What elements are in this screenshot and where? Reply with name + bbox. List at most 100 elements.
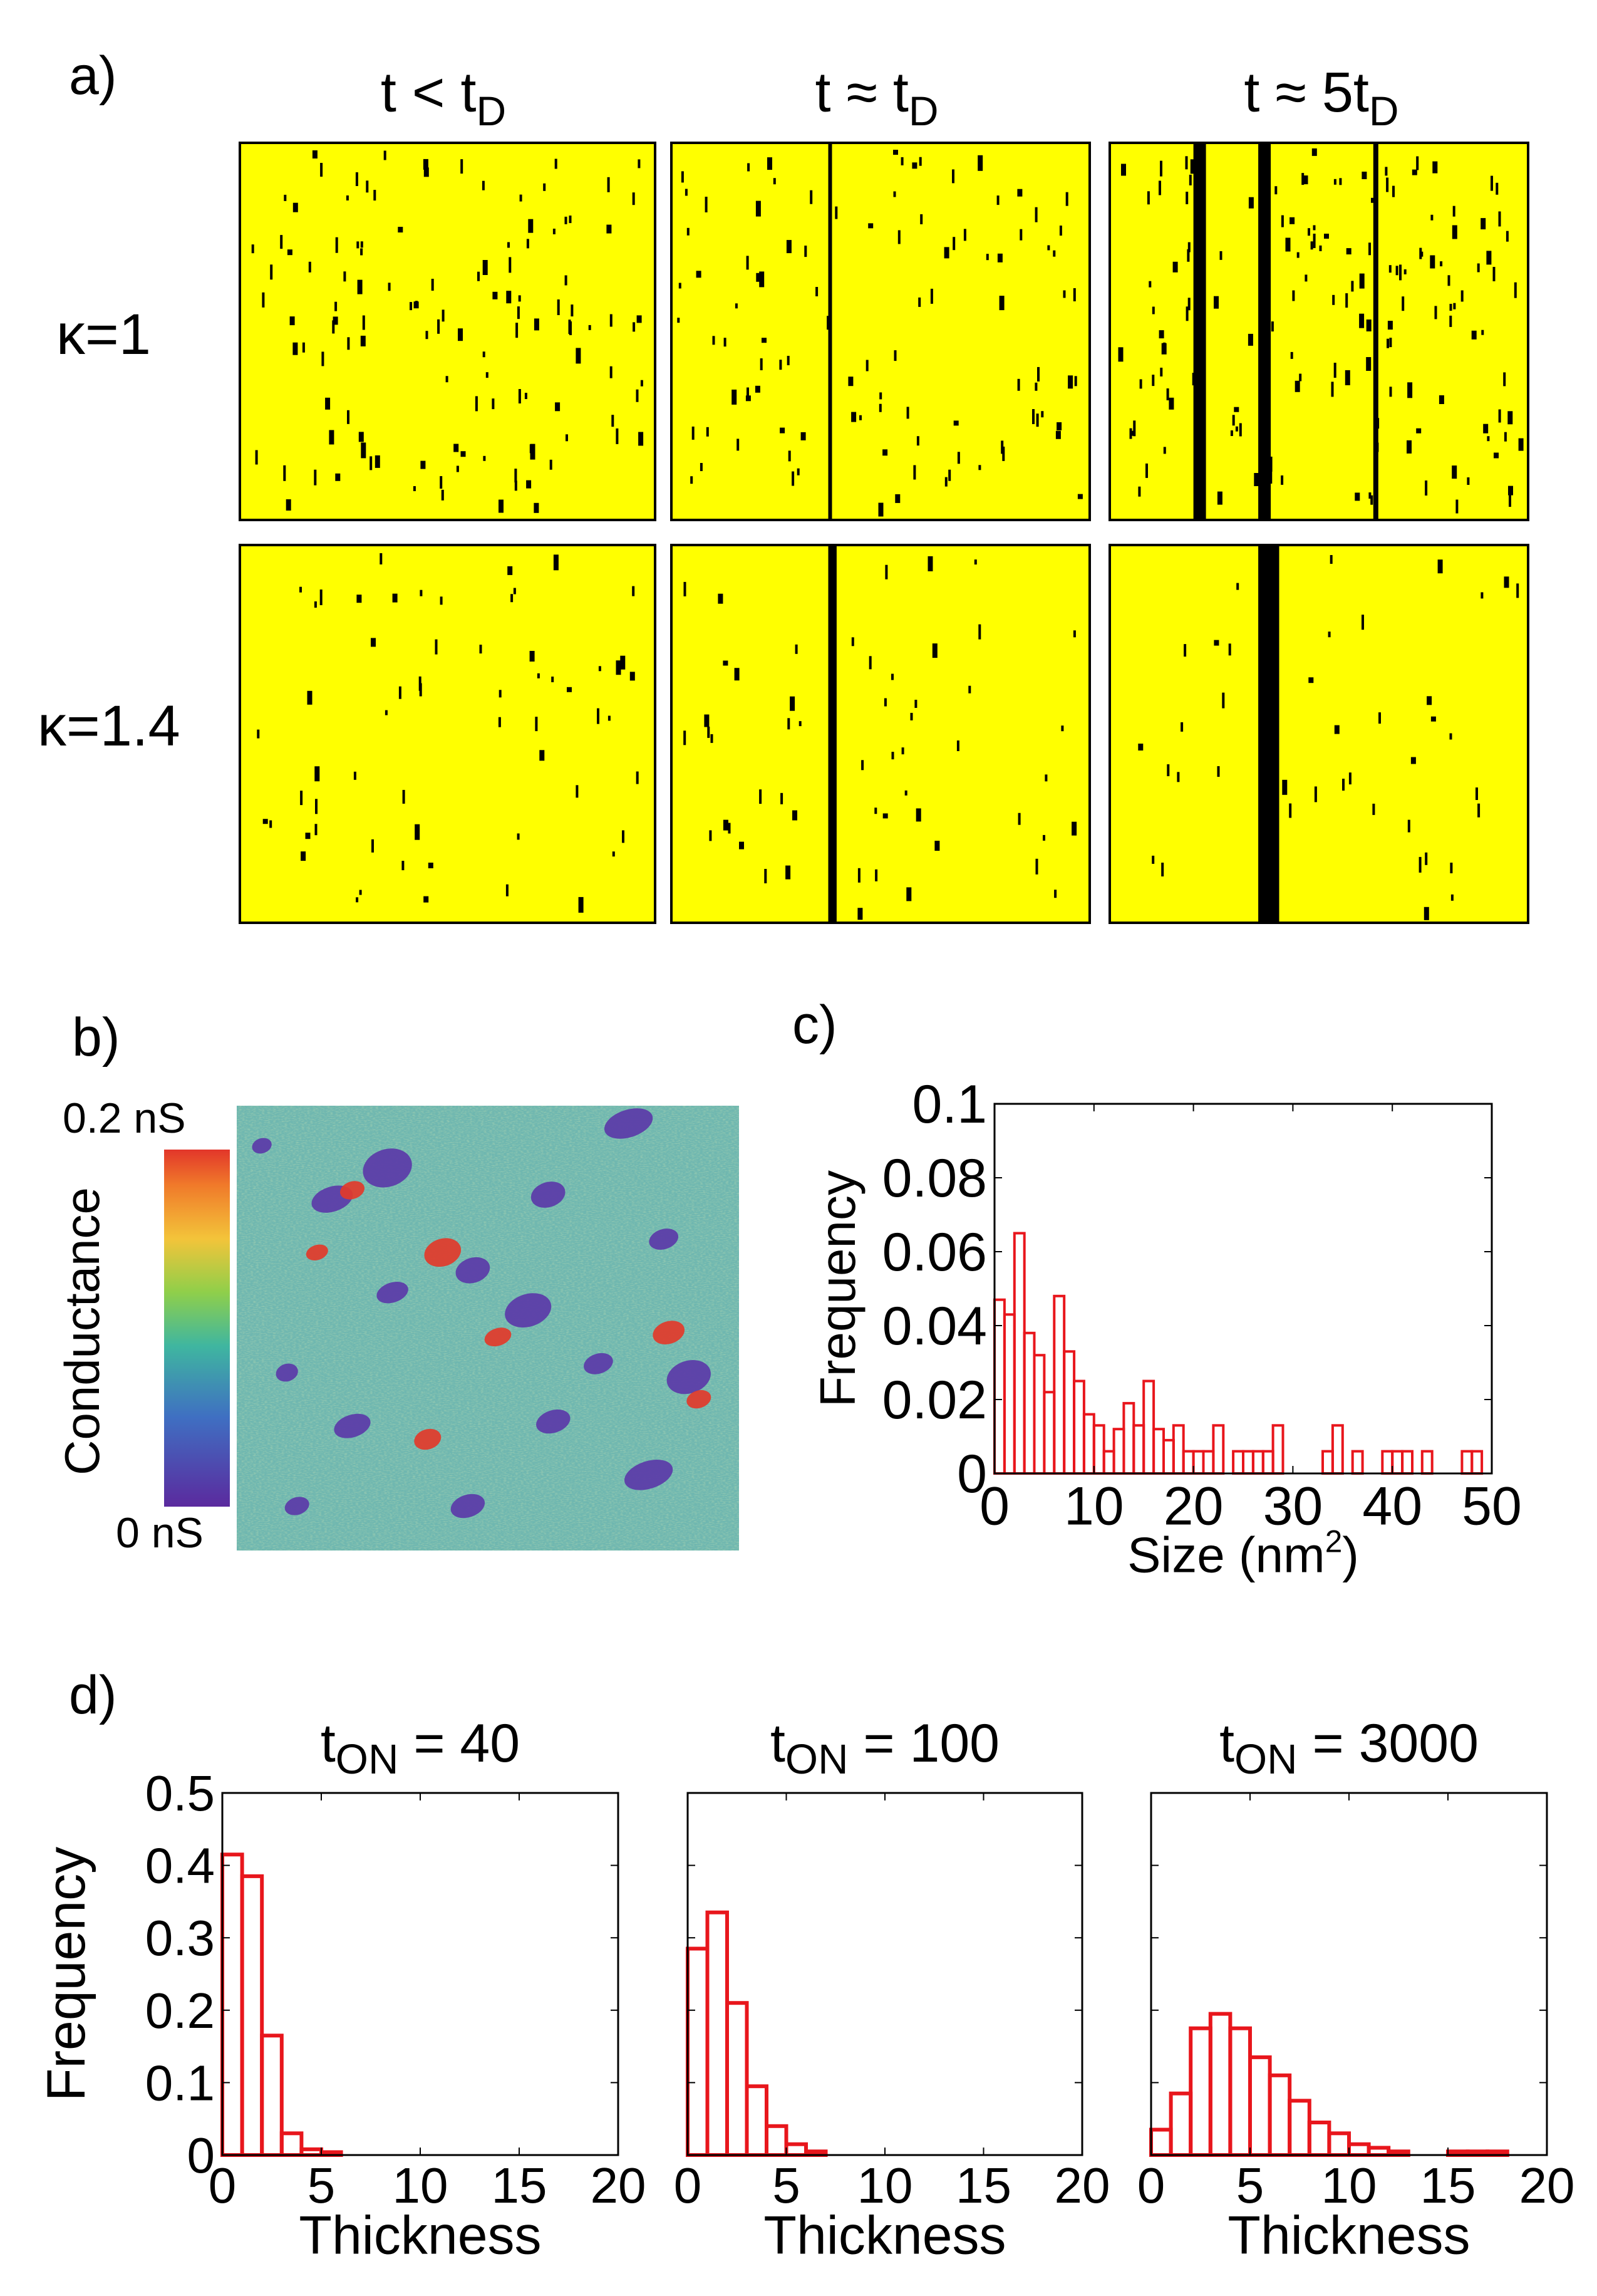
lattice-defect <box>1385 167 1388 176</box>
colorbar-max-label: 0.2 nS <box>63 1094 186 1142</box>
lattice-defect <box>1017 378 1020 391</box>
y-tick-label: 0.1 <box>912 1074 987 1135</box>
lattice-defect <box>1065 192 1068 206</box>
lattice-defect <box>779 360 782 370</box>
lattice-defect <box>795 644 798 654</box>
lattice-defect <box>934 841 940 851</box>
lattice-defect <box>1427 696 1432 705</box>
histogram-bar <box>1307 2121 1331 2157</box>
lattice-defect <box>1254 473 1259 486</box>
lattice-defect <box>683 730 686 745</box>
lattice-defect <box>616 428 619 444</box>
conductance-blob <box>584 1353 613 1374</box>
lattice-defect <box>420 590 423 596</box>
lattice-defect <box>1331 382 1334 397</box>
lattice-defect <box>1378 712 1381 724</box>
lattice-defect <box>1514 282 1517 298</box>
conductance-map-blobs <box>252 1108 711 1519</box>
histogram-bar <box>1023 1331 1036 1475</box>
lattice-defect <box>514 480 517 491</box>
lattice-defect <box>1187 249 1190 262</box>
conductance-map <box>237 1106 739 1551</box>
x-axis-label-main: Thickness <box>763 2206 1006 2266</box>
lattice-defect <box>859 415 862 420</box>
lattice-defect <box>1017 189 1023 197</box>
histogram-bar <box>1149 2127 1173 2157</box>
x-tick-label: 20 <box>1519 2158 1575 2213</box>
lattice-defect <box>678 283 681 289</box>
lattice-defect <box>1430 255 1435 269</box>
conductance-blob <box>484 1327 512 1347</box>
lattice-defect <box>709 830 712 841</box>
lattice-panel <box>239 142 656 521</box>
lattice-defect <box>401 861 405 871</box>
lattice-defect <box>360 241 363 248</box>
lattice-defect <box>764 869 767 883</box>
chart-title-sub: ON <box>785 1736 849 1783</box>
conductance-blob <box>414 1428 442 1450</box>
conductance-blob <box>363 1148 412 1188</box>
histogram-bar <box>260 2034 284 2158</box>
lattice-defect <box>755 385 760 393</box>
lattice-defect <box>1481 330 1484 335</box>
lattice-defect <box>891 673 894 680</box>
lattice-defect <box>1366 319 1372 331</box>
lattice-defect <box>932 643 938 658</box>
lattice-defect <box>1477 803 1481 818</box>
lattice-defect <box>524 393 527 399</box>
x-tick-label: 0 <box>209 2158 237 2213</box>
lattice-defect <box>1138 744 1144 751</box>
lattice-defect <box>492 291 498 299</box>
lattice-defect <box>380 553 383 564</box>
lattice-defect <box>1481 218 1486 230</box>
conductance-blob <box>455 1257 490 1284</box>
lattice-defect <box>1152 375 1155 387</box>
lattice-defect <box>498 717 501 727</box>
lattice-defect <box>1330 555 1333 564</box>
lattice-defect <box>735 303 738 309</box>
lattice-defect-band <box>828 545 837 923</box>
lattice-defect <box>1399 264 1402 281</box>
lattice-defect <box>1181 722 1184 732</box>
lattice-defect-band <box>1258 143 1271 520</box>
conductance-blob <box>686 1390 711 1409</box>
lattice-defect <box>1455 499 1459 514</box>
x-tick-label: 15 <box>956 2158 1011 2213</box>
lattice-defect <box>1496 182 1499 195</box>
lattice-defect <box>861 760 864 771</box>
lattice-defect <box>1190 159 1196 174</box>
lattice-defect <box>1359 273 1365 289</box>
lattice-defect <box>1073 288 1076 301</box>
lattice-defect <box>835 206 838 219</box>
lattice-defect <box>1509 492 1511 507</box>
lattice-defect <box>1281 475 1284 485</box>
lattice-defect <box>1310 241 1313 250</box>
lattice-defect <box>564 216 567 224</box>
lattice-defect <box>588 325 591 330</box>
lattice-defect <box>1346 248 1352 255</box>
lattice-defect <box>707 726 710 738</box>
lattice-defect <box>499 690 502 698</box>
lattice-defect <box>1491 175 1493 191</box>
histogram-bar <box>240 1874 264 2157</box>
lattice-defect <box>620 655 626 670</box>
lattice-defect <box>851 637 854 647</box>
lattice-defect <box>307 690 313 705</box>
lattice-defect <box>529 651 535 662</box>
lattice-defect <box>519 194 522 202</box>
lattice-defect <box>908 888 911 901</box>
lattice-defect <box>633 322 636 332</box>
lattice-defect <box>912 162 917 169</box>
lattice-defect <box>1486 251 1492 265</box>
lattice-defect <box>746 256 749 270</box>
lattice-defect <box>1494 452 1499 459</box>
lattice-defect <box>1420 251 1424 257</box>
lattice-defect <box>1386 177 1389 192</box>
chart-title-suffix: = 3000 <box>1298 1713 1479 1774</box>
lattice-defect <box>607 177 610 192</box>
histogram-bar <box>1053 1294 1066 1475</box>
lattice-panel <box>670 544 1091 924</box>
lattice-defect <box>270 264 273 280</box>
lattice-defect <box>1054 890 1057 898</box>
lattice-defect <box>1160 160 1162 177</box>
